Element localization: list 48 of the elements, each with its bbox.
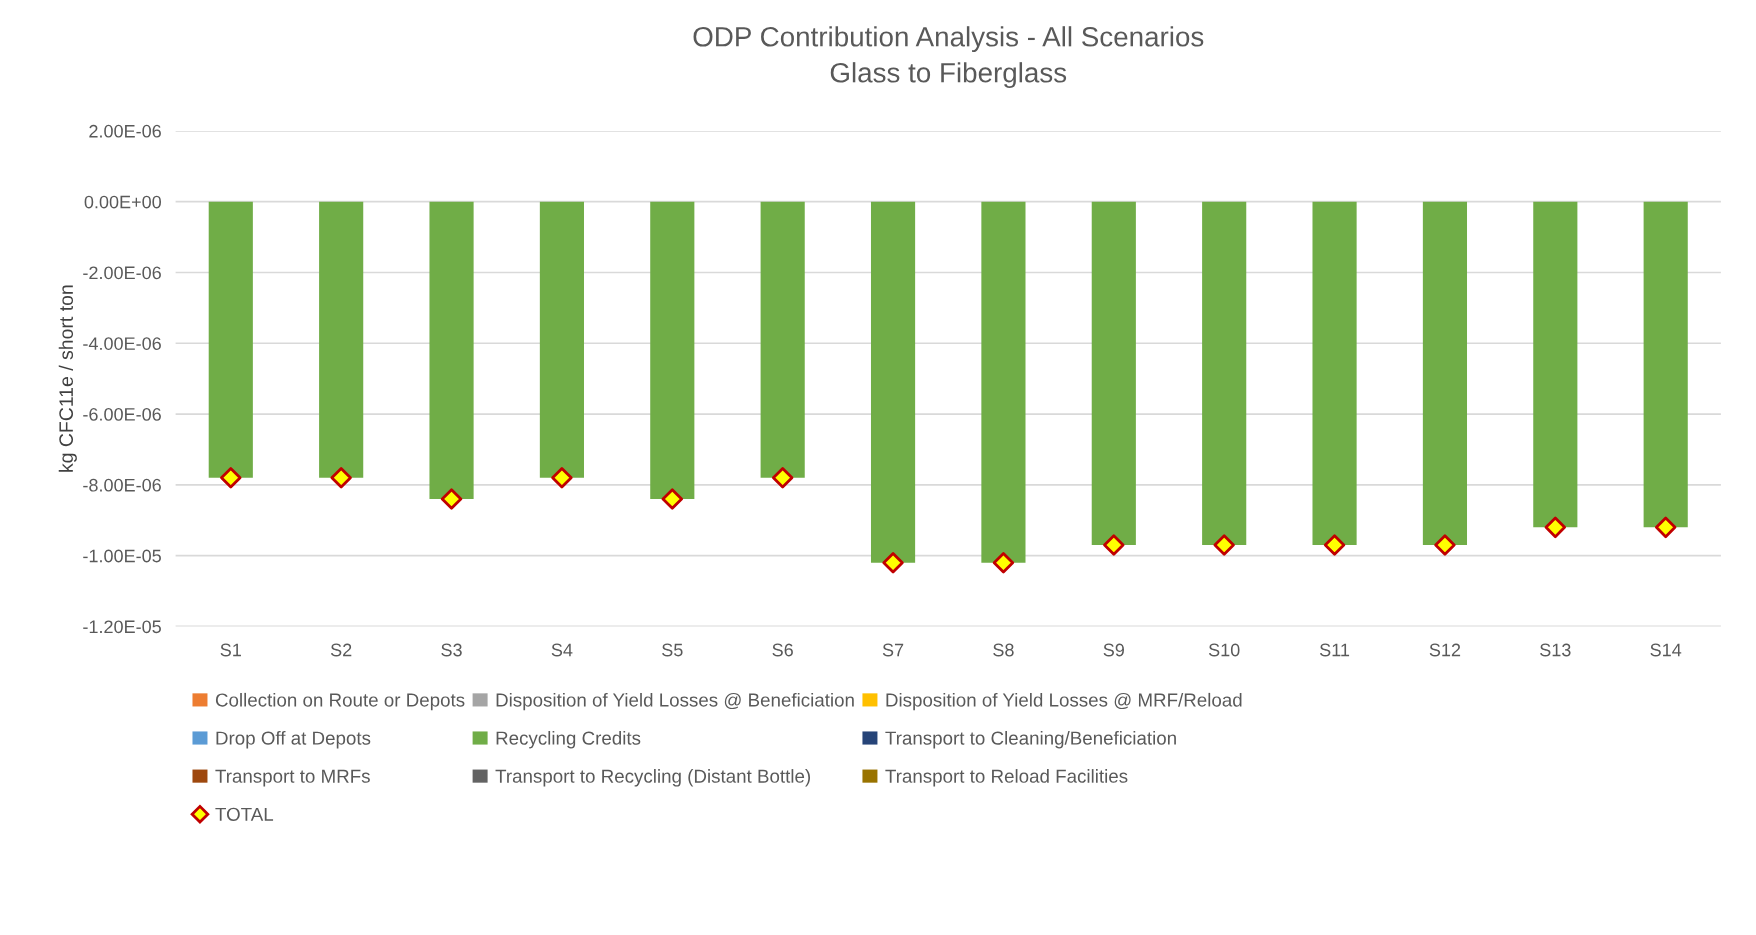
legend-label: TOTAL [215,807,274,821]
legend-label: Transport to Recycling (Distant Bottle) [495,769,811,787]
x-tick-label: S8 [993,643,1014,657]
point [1323,534,1346,556]
x-tick-label: S9 [1103,643,1124,657]
legend-label: Transport to MRFs [215,769,370,787]
x-tick-label: S11 [1319,643,1350,657]
y-tick-label: -4.00E-06 [83,337,161,350]
chart-title: ODP Contribution Analysis - All Scenarios Glass to Fiberglass [693,26,1204,89]
y-tick-label: -1.00E-05 [83,549,161,563]
point [1654,516,1677,539]
point [440,488,463,510]
point [330,467,352,489]
point [1213,534,1235,556]
point [220,467,242,489]
y-tick-label: -6.00E-06 [83,408,161,421]
x-tick-label: S13 [1540,643,1571,657]
legend-label: Recycling Credits [496,730,641,749]
y-tick-label: -8.00E-06 [83,478,161,492]
legend-label: Disposition of Yield Losses @ Beneficiation [496,692,854,711]
y-tick-label: 2.00E-06 [89,124,161,138]
x-tick-label: S10 [1208,643,1240,657]
y-tick-label: 0.00E+00 [84,195,162,209]
point [551,467,573,489]
x-tick-label: S12 [1429,643,1461,657]
y-tick-label: -1.20E-05 [83,620,161,634]
point [1103,534,1125,556]
legend-label: Drop Off at Depots [216,731,371,749]
x-tick-label: S2 [330,643,352,657]
point [992,552,1015,574]
point [1544,516,1567,539]
point [1434,534,1456,556]
point [882,552,904,574]
point [771,467,794,489]
x-tick-label: S4 [551,643,573,657]
legend-label: Collection on Route or Depots [215,692,465,711]
legend-label: Transport to Reload Facilities [885,769,1128,787]
y-tick-label: -2.00E-06 [83,266,161,280]
x-tick-label: S6 [772,643,793,657]
legend-label: Disposition of Yield Losses @ MRF/Reload [886,692,1242,711]
x-tick-label: S3 [441,643,462,657]
x-tick-label: S7 [882,643,904,657]
legend-label: Transport to Cleaning/Beneficiation [885,730,1176,749]
y-axis-title: kg CFC11e / short ton [58,285,77,472]
point [661,488,683,510]
x-tick-label: S14 [1650,643,1682,657]
x-tick-label: S1 [220,643,241,657]
x-tick-label: S5 [662,643,683,657]
